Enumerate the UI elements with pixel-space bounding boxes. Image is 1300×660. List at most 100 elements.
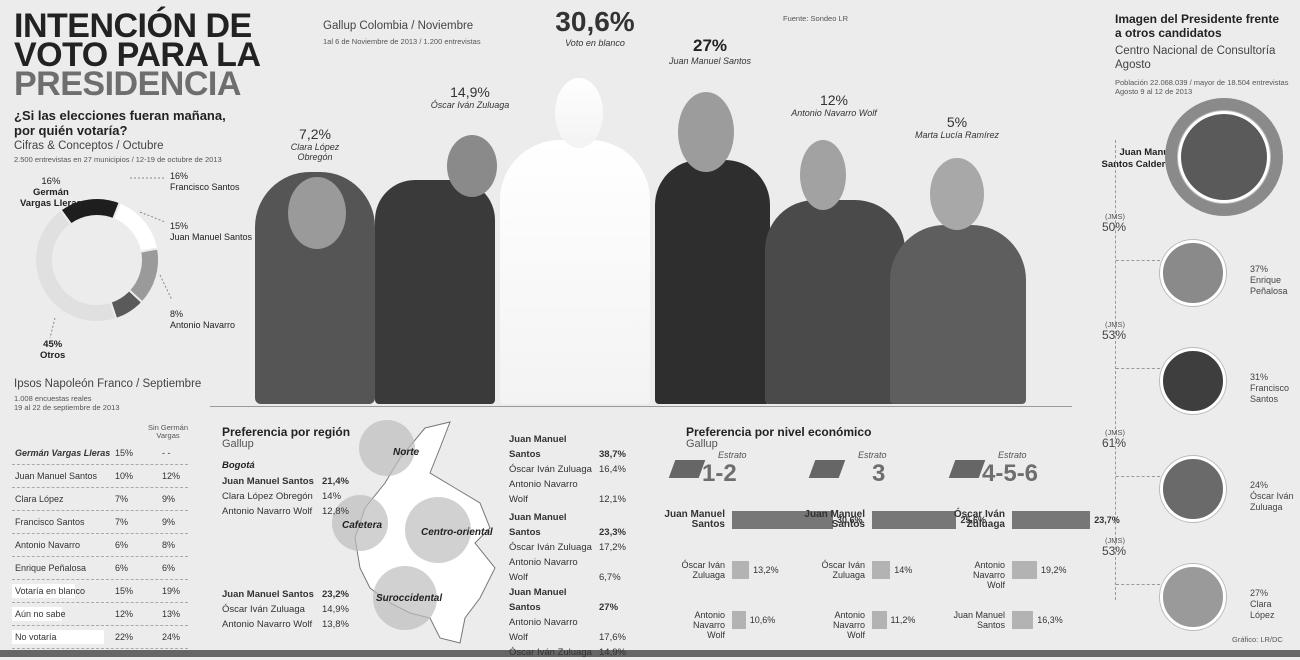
donut-vargas-name-2: Vargas Lleras	[20, 198, 82, 209]
imagen-detail-2: Agosto 9 al 12 de 2013	[1115, 87, 1193, 96]
head-voto-blanco	[555, 78, 603, 148]
bar-value: 16,3%	[1037, 615, 1063, 625]
bar-label-line: Antonio Navarro	[692, 610, 725, 630]
ipsos-row-name: Votaría en blanco	[15, 586, 86, 596]
region-row-name: Óscar Iván Zuluaga	[509, 542, 592, 553]
ipsos-row-value-sin-vargas: - -	[162, 448, 171, 458]
region-row-value: 38,7%	[599, 449, 626, 460]
region-row-value: 6,7%	[599, 572, 621, 583]
connector-line	[1116, 584, 1160, 585]
candidate-pct-label: 24% Óscar Iván Zuluaga	[1250, 480, 1294, 513]
bar-label: Juan Manuel Santos	[800, 510, 865, 530]
jms-pct: 50%	[1102, 220, 1127, 234]
bar-label-line: Zuluaga	[832, 570, 865, 580]
bar-label: Juan Manuel Santos	[660, 510, 725, 530]
photo-antonio-navarro	[765, 200, 905, 404]
region-row: Antonio Navarro Wolf 17,6%	[509, 615, 626, 645]
candidate-juan-manuel-santos: 27% Juan Manuel Santos	[660, 36, 760, 66]
money-icon	[948, 460, 986, 478]
imagen-title-2: a otros candidatos	[1115, 26, 1222, 40]
economic-title: Preferencia por nivel económico	[686, 425, 872, 439]
candidate-pct: 12%	[819, 92, 849, 108]
bar-label-line: Zuluaga	[966, 519, 1005, 530]
bar	[872, 511, 957, 529]
donut-jms-name: Juan Manuel Santos	[170, 232, 253, 242]
candidate-name: Antonio Navarro Wolf	[791, 108, 877, 118]
bottom-rule	[0, 650, 1300, 657]
region-row-value: 12,8%	[322, 506, 349, 517]
bar-label: Óscar Iván Zuluaga	[800, 560, 865, 580]
title-line-2: VOTO PARA LA	[14, 36, 261, 74]
ipsos-row: Juan Manuel Santos 10% 12%	[12, 465, 188, 488]
region-row-name: Óscar Iván Zuluaga	[509, 464, 592, 475]
donut-slice-francisco	[111, 201, 160, 253]
bar-value: 14%	[894, 565, 913, 575]
region-row-name: Juan Manuel Santos	[509, 587, 567, 613]
question-line-1: ¿Si las elecciones fueran mañana,	[14, 108, 226, 123]
candidate-pct: 24%	[1250, 480, 1269, 490]
candidate-name: Juan Manuel Santos	[668, 56, 752, 66]
ipsos-row-value-sin-vargas: 9%	[162, 517, 176, 527]
region-label-norte: Norte	[393, 447, 420, 458]
donut-label-francisco: 16% Francisco Santos	[170, 171, 240, 193]
candidate-name: Santos	[1250, 394, 1279, 404]
ipsos-col-header-2: Vargas	[156, 431, 180, 440]
region-title: Preferencia por región	[222, 425, 351, 439]
head-clara-lopez	[288, 177, 346, 249]
candidate-name: López	[1250, 610, 1275, 620]
imagen-source: Centro Nacional de Consultoría Agosto	[1115, 44, 1275, 72]
ipsos-row-value: 15%	[115, 448, 134, 458]
candidate-marta-ramirez: 5% Marta Lucía Ramírez	[912, 114, 1002, 140]
region-centro-table: Juan Manuel Santos 23,3% Óscar Iván Zuluag…	[509, 510, 626, 585]
ipsos-row-value: 10%	[115, 471, 134, 481]
bar-label-line: Santos	[976, 620, 1005, 630]
region-row: Óscar Iván Zuluaga 16,4%	[509, 462, 626, 477]
region-bogota-label: Bogotá	[222, 460, 255, 471]
ipsos-detail-1: 1.008 encuestas reales	[14, 394, 92, 403]
bar	[1012, 611, 1034, 629]
bar-label-line: Óscar Iván	[953, 509, 1005, 520]
bar-label: Antonio Navarro Wolf	[800, 610, 865, 640]
bar-label-line: Juan Manuel	[953, 610, 1005, 620]
region-row: Óscar Iván Zuluaga 14,9%	[509, 645, 626, 660]
bar-label: Juan Manuel Santos	[940, 610, 1005, 630]
ipsos-row-name: Enrique Peñalosa	[15, 563, 87, 573]
question: ¿Si las elecciones fueran mañana, por qu…	[14, 108, 226, 138]
gallup-top-source: Gallup Colombia / Noviembre	[323, 20, 474, 32]
candidate-oscar-zuluaga: 14,9% Óscar Iván Zuluaga	[430, 84, 510, 110]
ipsos-row-value-sin-vargas: 9%	[162, 494, 176, 504]
bar-label-line: Wolf	[987, 580, 1005, 590]
region-row-name: Óscar Iván Zuluaga	[222, 604, 305, 615]
ipsos-row-value-sin-vargas: 6%	[162, 563, 176, 573]
candidate-pct: 31%	[1250, 372, 1269, 382]
ipsos-row-bar	[12, 607, 63, 621]
region-row-value: 23,2%	[322, 589, 349, 600]
region-row-value: 21,4%	[322, 476, 349, 487]
region-row-name: Juan Manuel Santos	[509, 512, 567, 538]
ipsos-row: Clara López 7% 9%	[12, 488, 188, 511]
head-marta-ramirez	[930, 158, 984, 230]
bar-label-line: Óscar Iván	[821, 560, 865, 570]
estrato-word: Estrato	[858, 450, 887, 460]
region-row-name: Antonio Navarro Wolf	[222, 506, 313, 517]
bar-value: 11,2%	[890, 615, 916, 625]
bar-label-line: Antonio Navarro	[832, 610, 865, 630]
donut-otros-name: Otros	[40, 350, 66, 361]
bar-label-line: Zuluaga	[692, 570, 725, 580]
bar-label-line: Óscar Iván	[681, 560, 725, 570]
colombia-map	[332, 420, 496, 644]
bar-value: 13,2%	[753, 565, 779, 575]
candidate-pct-label: 31% Francisco Santos	[1250, 372, 1289, 405]
imagen-source-2: Agosto	[1115, 59, 1151, 71]
estrato-word: Estrato	[998, 450, 1027, 460]
donut-jms-pct: 15%	[170, 221, 189, 231]
gallup-top-detail: 1al 6 de Noviembre de 2013 / 1.200 entre…	[323, 37, 481, 46]
region-row-value: 12,1%	[599, 494, 626, 505]
ipsos-row-name: Francisco Santos	[15, 517, 85, 527]
region-row: Óscar Iván Zuluaga 14,9%	[222, 602, 349, 617]
donut-navarro-pct: 8%	[170, 309, 184, 319]
president-photo	[1178, 111, 1270, 203]
donut-vargas-pct: 16%	[41, 176, 61, 187]
bar-label-line: Juan Manuel	[664, 509, 725, 520]
estrato-word: Estrato	[718, 450, 747, 460]
